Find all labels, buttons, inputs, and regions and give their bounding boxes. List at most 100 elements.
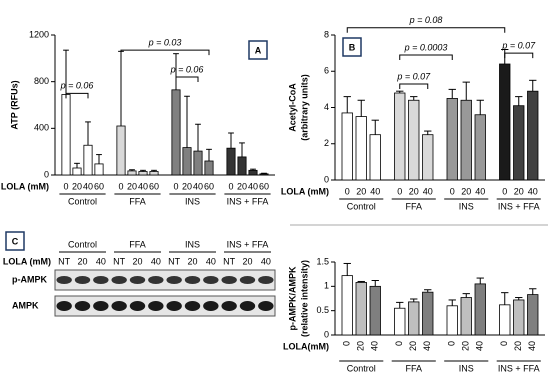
bar <box>355 116 367 181</box>
bar <box>171 89 181 176</box>
blot-band <box>221 276 237 284</box>
y-axis-label: p-AMPK/AMPK <box>287 266 297 330</box>
x-tick-label: 0 <box>342 341 352 346</box>
bar <box>248 169 258 176</box>
blot-band <box>258 276 274 284</box>
bar <box>527 294 539 336</box>
blot-band <box>93 276 109 284</box>
x-tick-label: 20 <box>356 186 366 196</box>
lane-label: 20 <box>187 256 197 266</box>
blot-band <box>184 301 201 311</box>
bar <box>422 134 434 181</box>
bar <box>341 275 353 336</box>
y-axis-label: ATP (RFUs) <box>9 80 19 129</box>
bar <box>513 105 525 181</box>
bar <box>499 63 511 181</box>
significance-bracket <box>399 83 429 89</box>
bar <box>446 98 458 181</box>
x-tick-label: 40 <box>475 341 485 351</box>
x-tick-label: 40 <box>422 341 432 351</box>
group-label: INS <box>185 196 200 206</box>
bar <box>149 171 159 176</box>
bar <box>204 160 214 176</box>
x-tick-label: 40 <box>370 186 380 196</box>
bar <box>369 134 381 181</box>
significance-bracket <box>65 92 89 99</box>
x-tick-label: 40 <box>83 181 93 191</box>
x-tick-label: 60 <box>204 181 214 191</box>
x-tick-label: 0 <box>450 186 455 196</box>
panel-label: B <box>349 42 356 52</box>
group-label: INS + FFA <box>227 196 269 206</box>
x-tick-label: 40 <box>138 181 148 191</box>
x-tick-label: 20 <box>514 186 524 196</box>
y-tick-label: 0 <box>324 174 329 184</box>
bar <box>527 90 539 181</box>
panel-label-box <box>5 231 25 251</box>
group-label: Control <box>68 196 97 206</box>
bar <box>259 173 269 176</box>
p-value: p = 0.06 <box>60 81 94 91</box>
bar <box>474 114 486 181</box>
y-tick-label: 800 <box>34 76 49 86</box>
bar <box>394 307 406 336</box>
group-label: Control <box>347 363 376 373</box>
significance-bracket <box>504 52 534 59</box>
lane-label: NT <box>58 256 70 266</box>
x-tick-label: 40 <box>370 341 380 351</box>
x-tick-label: 40 <box>193 181 203 191</box>
blot-band <box>148 276 164 284</box>
lane-label: 40 <box>151 256 161 266</box>
bar <box>394 92 406 181</box>
x-tick-label: 20 <box>461 186 471 196</box>
blot-band <box>129 276 146 284</box>
x-tick-label: 0 <box>345 186 350 196</box>
x-tick-label: 20 <box>409 186 419 196</box>
x-tick-label: 20 <box>461 341 471 351</box>
bar <box>61 94 71 176</box>
blot-strip <box>54 295 276 317</box>
blot-band <box>74 276 91 284</box>
lane-label: 20 <box>132 256 142 266</box>
x-tick-label: 0 <box>499 341 509 346</box>
x-tick-label: 40 <box>423 186 433 196</box>
bar <box>408 301 420 336</box>
bar <box>499 304 511 336</box>
blot-band <box>166 301 182 311</box>
panel-label-box <box>342 37 362 57</box>
significance-bracket <box>175 76 199 82</box>
x-tick-label: 0 <box>173 181 178 191</box>
y-tick-label: 1 <box>324 281 329 291</box>
group-label: INS <box>459 363 474 373</box>
blot-band <box>258 301 274 311</box>
y-tick-label: 0.5 <box>316 305 329 315</box>
blot-band <box>203 301 219 311</box>
bar <box>355 282 367 336</box>
x-tick-label: 20 <box>72 181 82 191</box>
bar <box>138 171 148 176</box>
y-tick-label: 400 <box>34 123 49 133</box>
panel-label-box <box>248 40 268 60</box>
blot-band <box>184 276 201 284</box>
bar <box>369 285 381 336</box>
significance-bracket <box>120 49 210 56</box>
blot-band <box>111 301 127 311</box>
bar <box>83 144 93 176</box>
x-tick-label: 0 <box>397 186 402 196</box>
blot-group-label: Control <box>68 239 97 249</box>
blot-lane-axis-label: LOLA (mM) <box>3 256 51 266</box>
y-tick-label: 0 <box>324 329 329 339</box>
blot-band <box>93 301 109 311</box>
blot-group-label: INS + FFA <box>227 239 269 249</box>
x-tick-label: 0 <box>447 341 457 346</box>
p-value: p = 0.03 <box>148 38 182 48</box>
y-tick-label: 1200 <box>29 29 49 39</box>
group-label: FFA <box>405 363 422 373</box>
blot-band <box>56 276 72 284</box>
p-value: p = 0.06 <box>170 64 204 74</box>
x-tick-label: 20 <box>237 181 247 191</box>
group-label: Control <box>347 201 376 211</box>
blot-band <box>239 276 256 284</box>
bar <box>193 150 203 176</box>
